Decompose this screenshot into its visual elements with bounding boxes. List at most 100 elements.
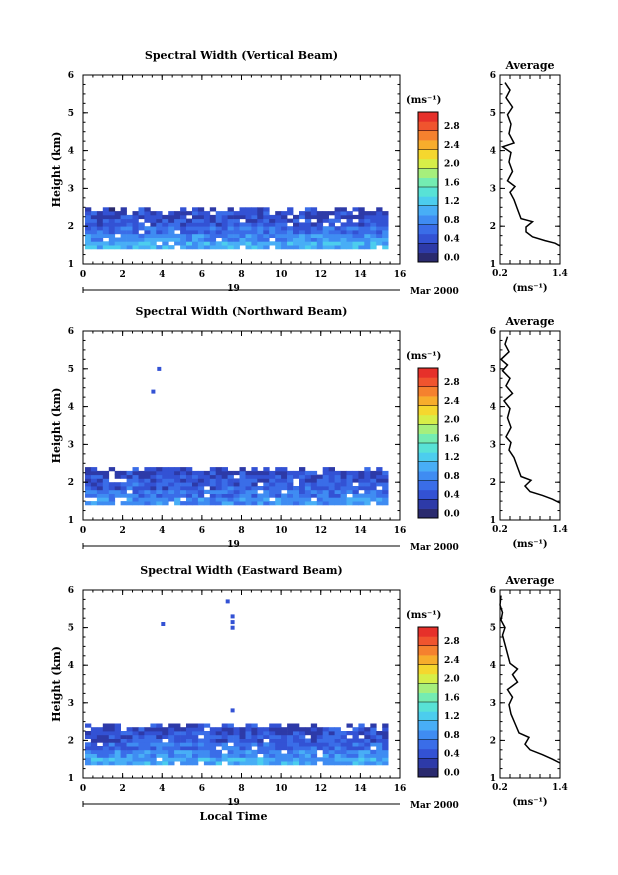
month-label: Mar 2000	[410, 287, 459, 297]
heatmap-cell	[263, 734, 270, 739]
heatmap-cell	[180, 738, 187, 743]
heatmap-cell	[239, 207, 246, 212]
y-tick-label: 2	[68, 478, 74, 488]
heatmap-cell	[352, 493, 359, 498]
heatmap-cell	[269, 501, 276, 506]
heatmap-cell	[108, 211, 116, 216]
heatmap-cell	[316, 211, 324, 216]
colorbar-swatch	[418, 130, 438, 141]
heatmap-cell	[281, 211, 288, 216]
heatmap-cell	[227, 753, 234, 758]
heatmap-cell	[227, 493, 234, 498]
heatmap-cell	[132, 230, 139, 235]
average-x-tick-label: 0.2	[492, 783, 508, 793]
heatmap-cell	[316, 237, 324, 242]
heatmap-cell	[126, 241, 133, 246]
heatmap-cell	[328, 237, 335, 242]
heatmap-cell	[174, 738, 181, 743]
colorbar-swatch	[418, 140, 438, 150]
average-y-tick-label: 6	[490, 71, 496, 81]
heatmap-cell	[120, 486, 127, 491]
heatmap-cell	[174, 467, 181, 472]
heatmap-cell	[299, 734, 306, 739]
heatmap-cell	[376, 489, 383, 494]
heatmap-cell	[209, 207, 217, 212]
heatmap-cell	[197, 738, 205, 743]
colorbar-tick-label: 0.8	[444, 216, 460, 226]
colorbar-swatch	[418, 158, 438, 169]
y-tick-label: 4	[68, 147, 74, 157]
colorbar-tick-label: 1.6	[444, 178, 460, 188]
colorbar-tick-label: 2.4	[444, 397, 460, 407]
heatmap-cell	[90, 211, 98, 216]
heatmap-cell	[90, 493, 98, 498]
heatmap-cell	[245, 727, 252, 732]
heatmap-cell	[126, 734, 133, 739]
heatmap-cell	[108, 734, 116, 739]
heatmap-cell	[346, 214, 353, 220]
heatmap-cell	[90, 222, 98, 227]
heatmap-cell	[102, 214, 110, 220]
heatmap-cell	[245, 218, 252, 223]
heatmap-cell	[144, 761, 151, 766]
heatmap-cell	[138, 482, 145, 487]
heatmap-cell	[108, 489, 116, 494]
heatmap-cell	[174, 757, 181, 762]
heatmap-cell	[322, 746, 329, 751]
heatmap-cell	[102, 761, 110, 766]
heatmap-cell	[322, 749, 329, 754]
heatmap-cell	[120, 230, 127, 235]
heatmap-cell	[168, 761, 175, 766]
heatmap-cell	[263, 241, 270, 246]
heatmap-cell	[322, 211, 329, 216]
heatmap-cell	[144, 757, 151, 762]
heatmap-cell	[293, 489, 300, 494]
heatmap-cell	[120, 731, 127, 736]
heatmap-cell	[180, 230, 187, 235]
heatmap-cell	[275, 237, 282, 242]
heatmap-cell	[168, 727, 175, 732]
heatmap-cell	[382, 731, 389, 736]
heatmap-cell	[281, 742, 288, 747]
colorbar-swatch	[418, 368, 438, 378]
heatmap-cell	[197, 731, 205, 736]
heatmap-cell	[102, 218, 110, 223]
x-tick-label: 14	[354, 784, 367, 794]
heatmap-cell	[239, 757, 246, 762]
heatmap-cell	[269, 723, 276, 728]
heatmap-cell	[203, 241, 211, 246]
heatmap-cell	[156, 489, 163, 494]
heatmap-cell	[168, 478, 175, 483]
heatmap-cell	[150, 742, 157, 747]
heatmap-cell	[287, 493, 294, 498]
heatmap-cell	[85, 482, 92, 487]
heatmap-cell	[340, 482, 347, 487]
heatmap-cell	[186, 237, 193, 242]
colorbar-swatch	[418, 252, 438, 263]
heatmap-cell	[299, 727, 306, 732]
heatmap-cell	[334, 218, 341, 223]
heatmap-cell	[328, 731, 335, 736]
heatmap-cell	[245, 226, 252, 231]
heatmap-cell	[287, 245, 294, 250]
heatmap-cell	[251, 218, 258, 223]
heatmap-cell	[162, 497, 169, 502]
heatmap-cell	[180, 753, 187, 758]
colorbar-swatch	[418, 627, 438, 637]
heatmap-cell	[251, 731, 258, 736]
heatmap-cell	[108, 501, 116, 506]
heatmap-cell	[162, 245, 169, 250]
heatmap-cell	[263, 207, 270, 212]
heatmap-cell	[352, 757, 359, 762]
heatmap-cell	[334, 501, 341, 506]
heatmap-cell	[192, 237, 199, 242]
colorbar-swatch	[418, 452, 438, 463]
heatmap-cell	[352, 497, 359, 502]
colorbar-swatch	[418, 243, 438, 253]
heatmap-cell	[310, 237, 318, 242]
heatmap-cell	[382, 746, 389, 751]
heatmap-cell	[334, 230, 341, 235]
heatmap-cell	[186, 489, 193, 494]
heatmap-cell	[85, 230, 92, 235]
heatmap-cell	[322, 233, 329, 238]
